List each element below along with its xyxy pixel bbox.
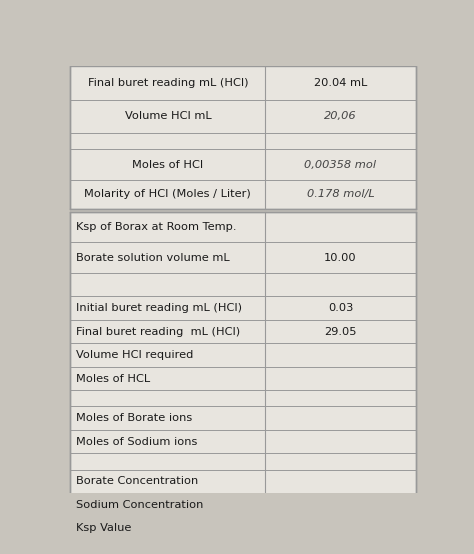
Bar: [70, 212, 416, 540]
Text: Moles of HCl: Moles of HCl: [132, 160, 203, 170]
Text: Sodium Concentration: Sodium Concentration: [76, 500, 203, 510]
Text: Molarity of HCl (Moles / Liter): Molarity of HCl (Moles / Liter): [84, 189, 251, 199]
Text: Initial buret reading mL (HCl): Initial buret reading mL (HCl): [76, 303, 242, 313]
Text: Ksp Value: Ksp Value: [76, 523, 131, 534]
Text: Borate solution volume mL: Borate solution volume mL: [76, 253, 229, 263]
Text: 10.00: 10.00: [324, 253, 357, 263]
Bar: [70, 66, 416, 209]
Text: 29.05: 29.05: [324, 327, 357, 337]
Text: Ksp of Borax at Room Temp.: Ksp of Borax at Room Temp.: [76, 222, 236, 232]
Text: 0.178 mol/L: 0.178 mol/L: [307, 189, 374, 199]
Text: Borate Concentration: Borate Concentration: [76, 476, 198, 486]
Text: Volume HCl mL: Volume HCl mL: [125, 111, 211, 121]
Text: Final buret reading  mL (HCl): Final buret reading mL (HCl): [76, 327, 240, 337]
Text: Moles of HCL: Moles of HCL: [76, 373, 150, 383]
Text: Moles of Sodium ions: Moles of Sodium ions: [76, 437, 197, 447]
Text: 0,00358 mol: 0,00358 mol: [304, 160, 376, 170]
Text: Final buret reading mL (HCl): Final buret reading mL (HCl): [88, 78, 248, 88]
Text: Volume HCl required: Volume HCl required: [76, 350, 193, 360]
Text: 20.04 mL: 20.04 mL: [314, 78, 367, 88]
Text: Moles of Borate ions: Moles of Borate ions: [76, 413, 192, 423]
Text: 20,06: 20,06: [324, 111, 357, 121]
Text: 0.03: 0.03: [328, 303, 353, 313]
